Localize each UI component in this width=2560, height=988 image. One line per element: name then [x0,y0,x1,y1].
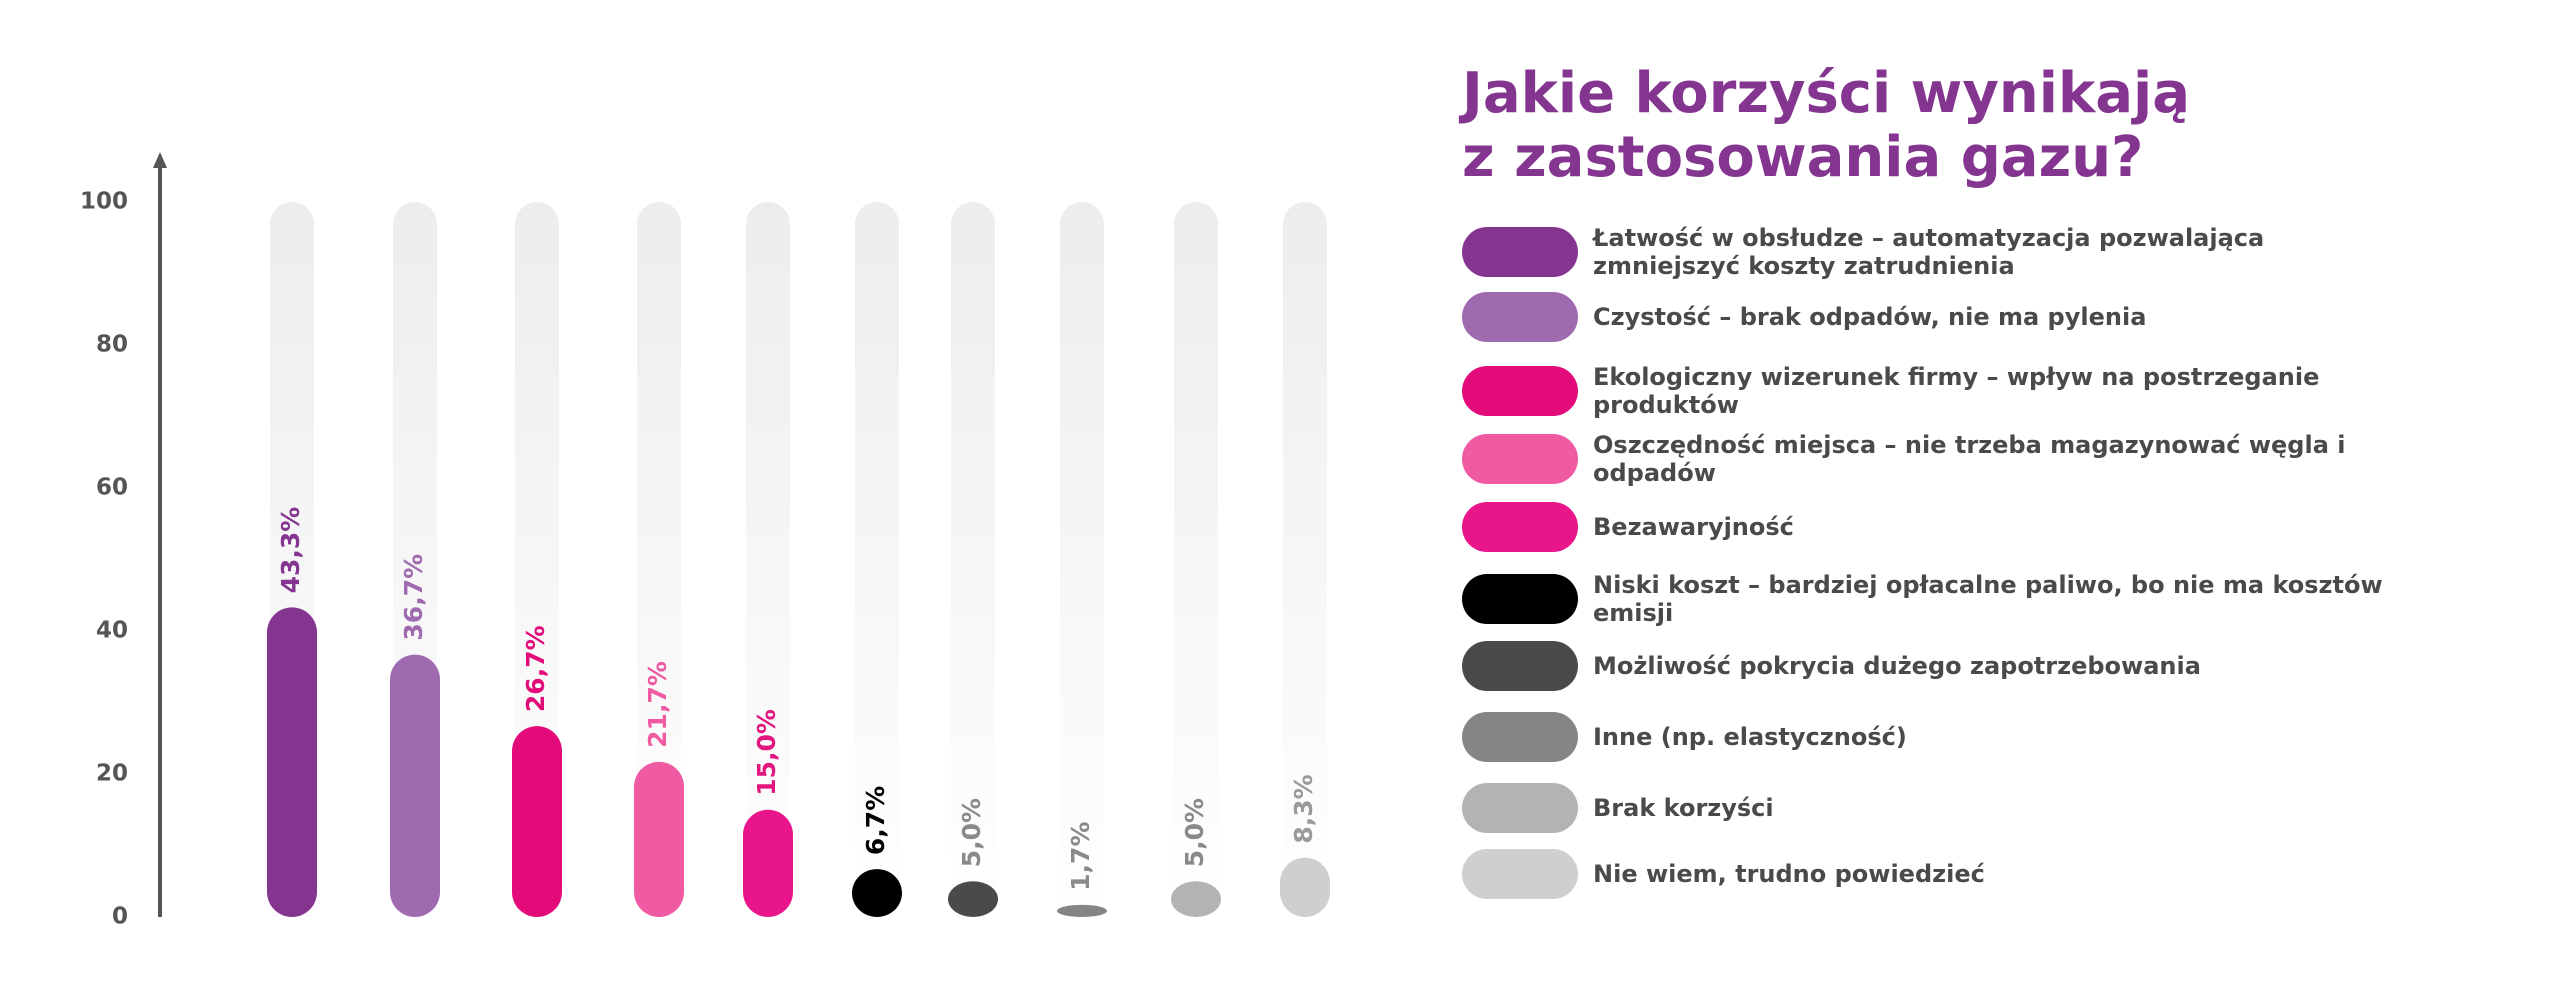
track [637,202,681,917]
track [1174,202,1218,917]
legend-label: Inne (np. elastyczność) [1593,723,1907,751]
value-label: 43,3% [276,507,305,594]
value-label: 1,7% [1066,822,1095,891]
value-label: 6,7% [861,786,890,855]
track [746,202,790,917]
legend-swatch [1462,641,1578,691]
title-line: Jakie korzyści wynikają [1462,61,2190,126]
legend-swatch [1462,574,1578,624]
legend-label: Łatwość w obsłudze – automatyzacja pozwa… [1593,224,2265,280]
legend-item: Możliwość pokrycia dużego zapotrzebowani… [1462,641,2422,691]
legend-swatch [1462,783,1578,833]
value-label: 21,7% [643,661,672,748]
legend-swatch [1462,712,1578,762]
legend-label: Oszczędność miejsca – nie trzeba magazyn… [1593,431,2346,487]
legend-swatch [1462,366,1578,416]
y-axis-arrow [153,152,167,168]
legend-item: Łatwość w obsłudze – automatyzacja pozwa… [1462,224,2422,280]
value-label: 5,0% [1180,798,1209,867]
bar [267,607,317,917]
bar [1057,904,1107,917]
y-tick-label: 60 [96,475,128,501]
bar [948,881,998,917]
legend-label: Ekologiczny wizerunek firmy – wpływ na p… [1593,363,2320,419]
legend-label: Bezawaryjność [1593,513,1794,541]
legend-swatch [1462,434,1578,484]
value-label: 5,0% [957,798,986,867]
bar [634,761,684,917]
legend-item: Inne (np. elastyczność) [1462,712,2422,762]
legend-item: Czystość – brak odpadów, nie ma pylenia [1462,292,2422,342]
legend-swatch [1462,227,1578,277]
track [1060,202,1104,917]
legend-item: Ekologiczny wizerunek firmy – wpływ na p… [1462,363,2422,419]
track [855,202,899,917]
legend-swatch [1462,502,1578,552]
bar [512,726,562,917]
y-tick-label: 40 [96,618,128,644]
legend-label: Brak korzyści [1593,794,1774,822]
bar [852,869,902,917]
track [951,202,995,917]
value-label: 26,7% [521,625,550,712]
chart-title: Jakie korzyści wynikają z zastosowania ga… [1462,62,2190,190]
legend-label: Niski koszt – bardziej opłacalne paliwo,… [1593,571,2383,627]
legend-label: Nie wiem, trudno powiedzieć [1593,860,1985,888]
legend-label: Czystość – brak odpadów, nie ma pylenia [1593,303,2147,331]
bar [743,809,793,917]
y-tick-label: 100 [80,189,128,215]
legend-item: Nie wiem, trudno powiedzieć [1462,849,2422,899]
track [1283,202,1327,917]
y-tick-label: 80 [96,332,128,358]
legend-swatch [1462,292,1578,342]
legend-swatch [1462,849,1578,899]
y-tick-label: 20 [96,761,128,787]
bar [390,654,440,917]
legend-item: Oszczędność miejsca – nie trzeba magazyn… [1462,431,2422,487]
bar [1171,881,1221,917]
legend-item: Bezawaryjność [1462,502,2422,552]
value-label: 8,3% [1289,774,1318,843]
legend-item: Brak korzyści [1462,783,2422,833]
legend-label: Możliwość pokrycia dużego zapotrzebowani… [1593,652,2201,680]
value-label: 15,0% [752,709,781,796]
y-tick-label: 0 [112,904,128,930]
bar [1280,857,1330,917]
title-line: z zastosowania gazu? [1462,125,2144,190]
legend-item: Niski koszt – bardziej opłacalne paliwo,… [1462,571,2422,627]
value-label: 36,7% [399,554,428,641]
